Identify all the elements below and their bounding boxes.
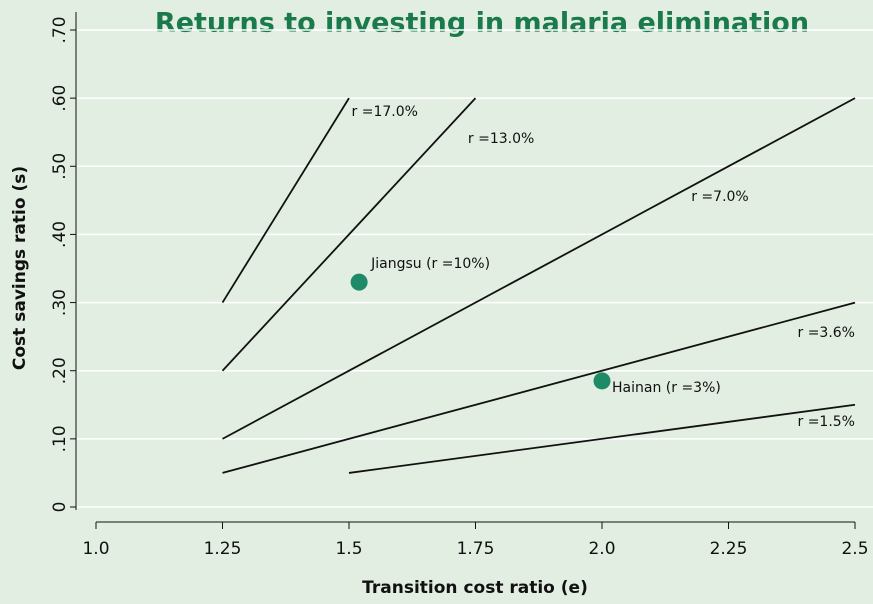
y-tick-label: .60 (50, 85, 70, 112)
x-tick-label: 1.25 (204, 539, 242, 559)
x-tick-label: 2.5 (841, 539, 868, 559)
line-series (222, 97, 856, 440)
y-tick-label: .10 (50, 425, 70, 452)
line-series (221, 97, 350, 304)
series-label: r =7.0% (691, 189, 749, 205)
y-axis-label: Cost savings ratio (s) (10, 166, 30, 370)
x-tick-label: 2.0 (588, 539, 615, 559)
point-label: Hainan (r =3%) (612, 380, 721, 396)
y-tick-label: .30 (50, 289, 70, 316)
y-tick-label: .40 (50, 221, 70, 248)
series-label: r =3.6% (797, 325, 855, 341)
y-tick-label: .50 (50, 153, 70, 180)
y-tick-label: .20 (50, 357, 70, 384)
line-series (222, 301, 856, 474)
x-tick-label: 1.0 (82, 539, 109, 559)
point-label: Jiangsu (r =10%) (370, 256, 490, 272)
line-series (221, 97, 477, 372)
chart-title: Returns to investing in malaria eliminat… (155, 8, 809, 39)
x-tick-label: 2.25 (710, 539, 748, 559)
line-series (348, 403, 856, 474)
series-label: r =13.0% (468, 131, 534, 147)
series-label: r =17.0% (352, 104, 418, 120)
y-tick-label: .70 (50, 16, 70, 43)
y-tick-label: 0 (50, 502, 70, 513)
series-label: r =1.5% (797, 414, 855, 430)
x-tick-label: 1.5 (335, 539, 362, 559)
x-axis-label: Transition cost ratio (e) (362, 578, 588, 598)
data-point (350, 273, 368, 291)
data-point (593, 372, 611, 390)
x-tick-label: 1.75 (457, 539, 495, 559)
